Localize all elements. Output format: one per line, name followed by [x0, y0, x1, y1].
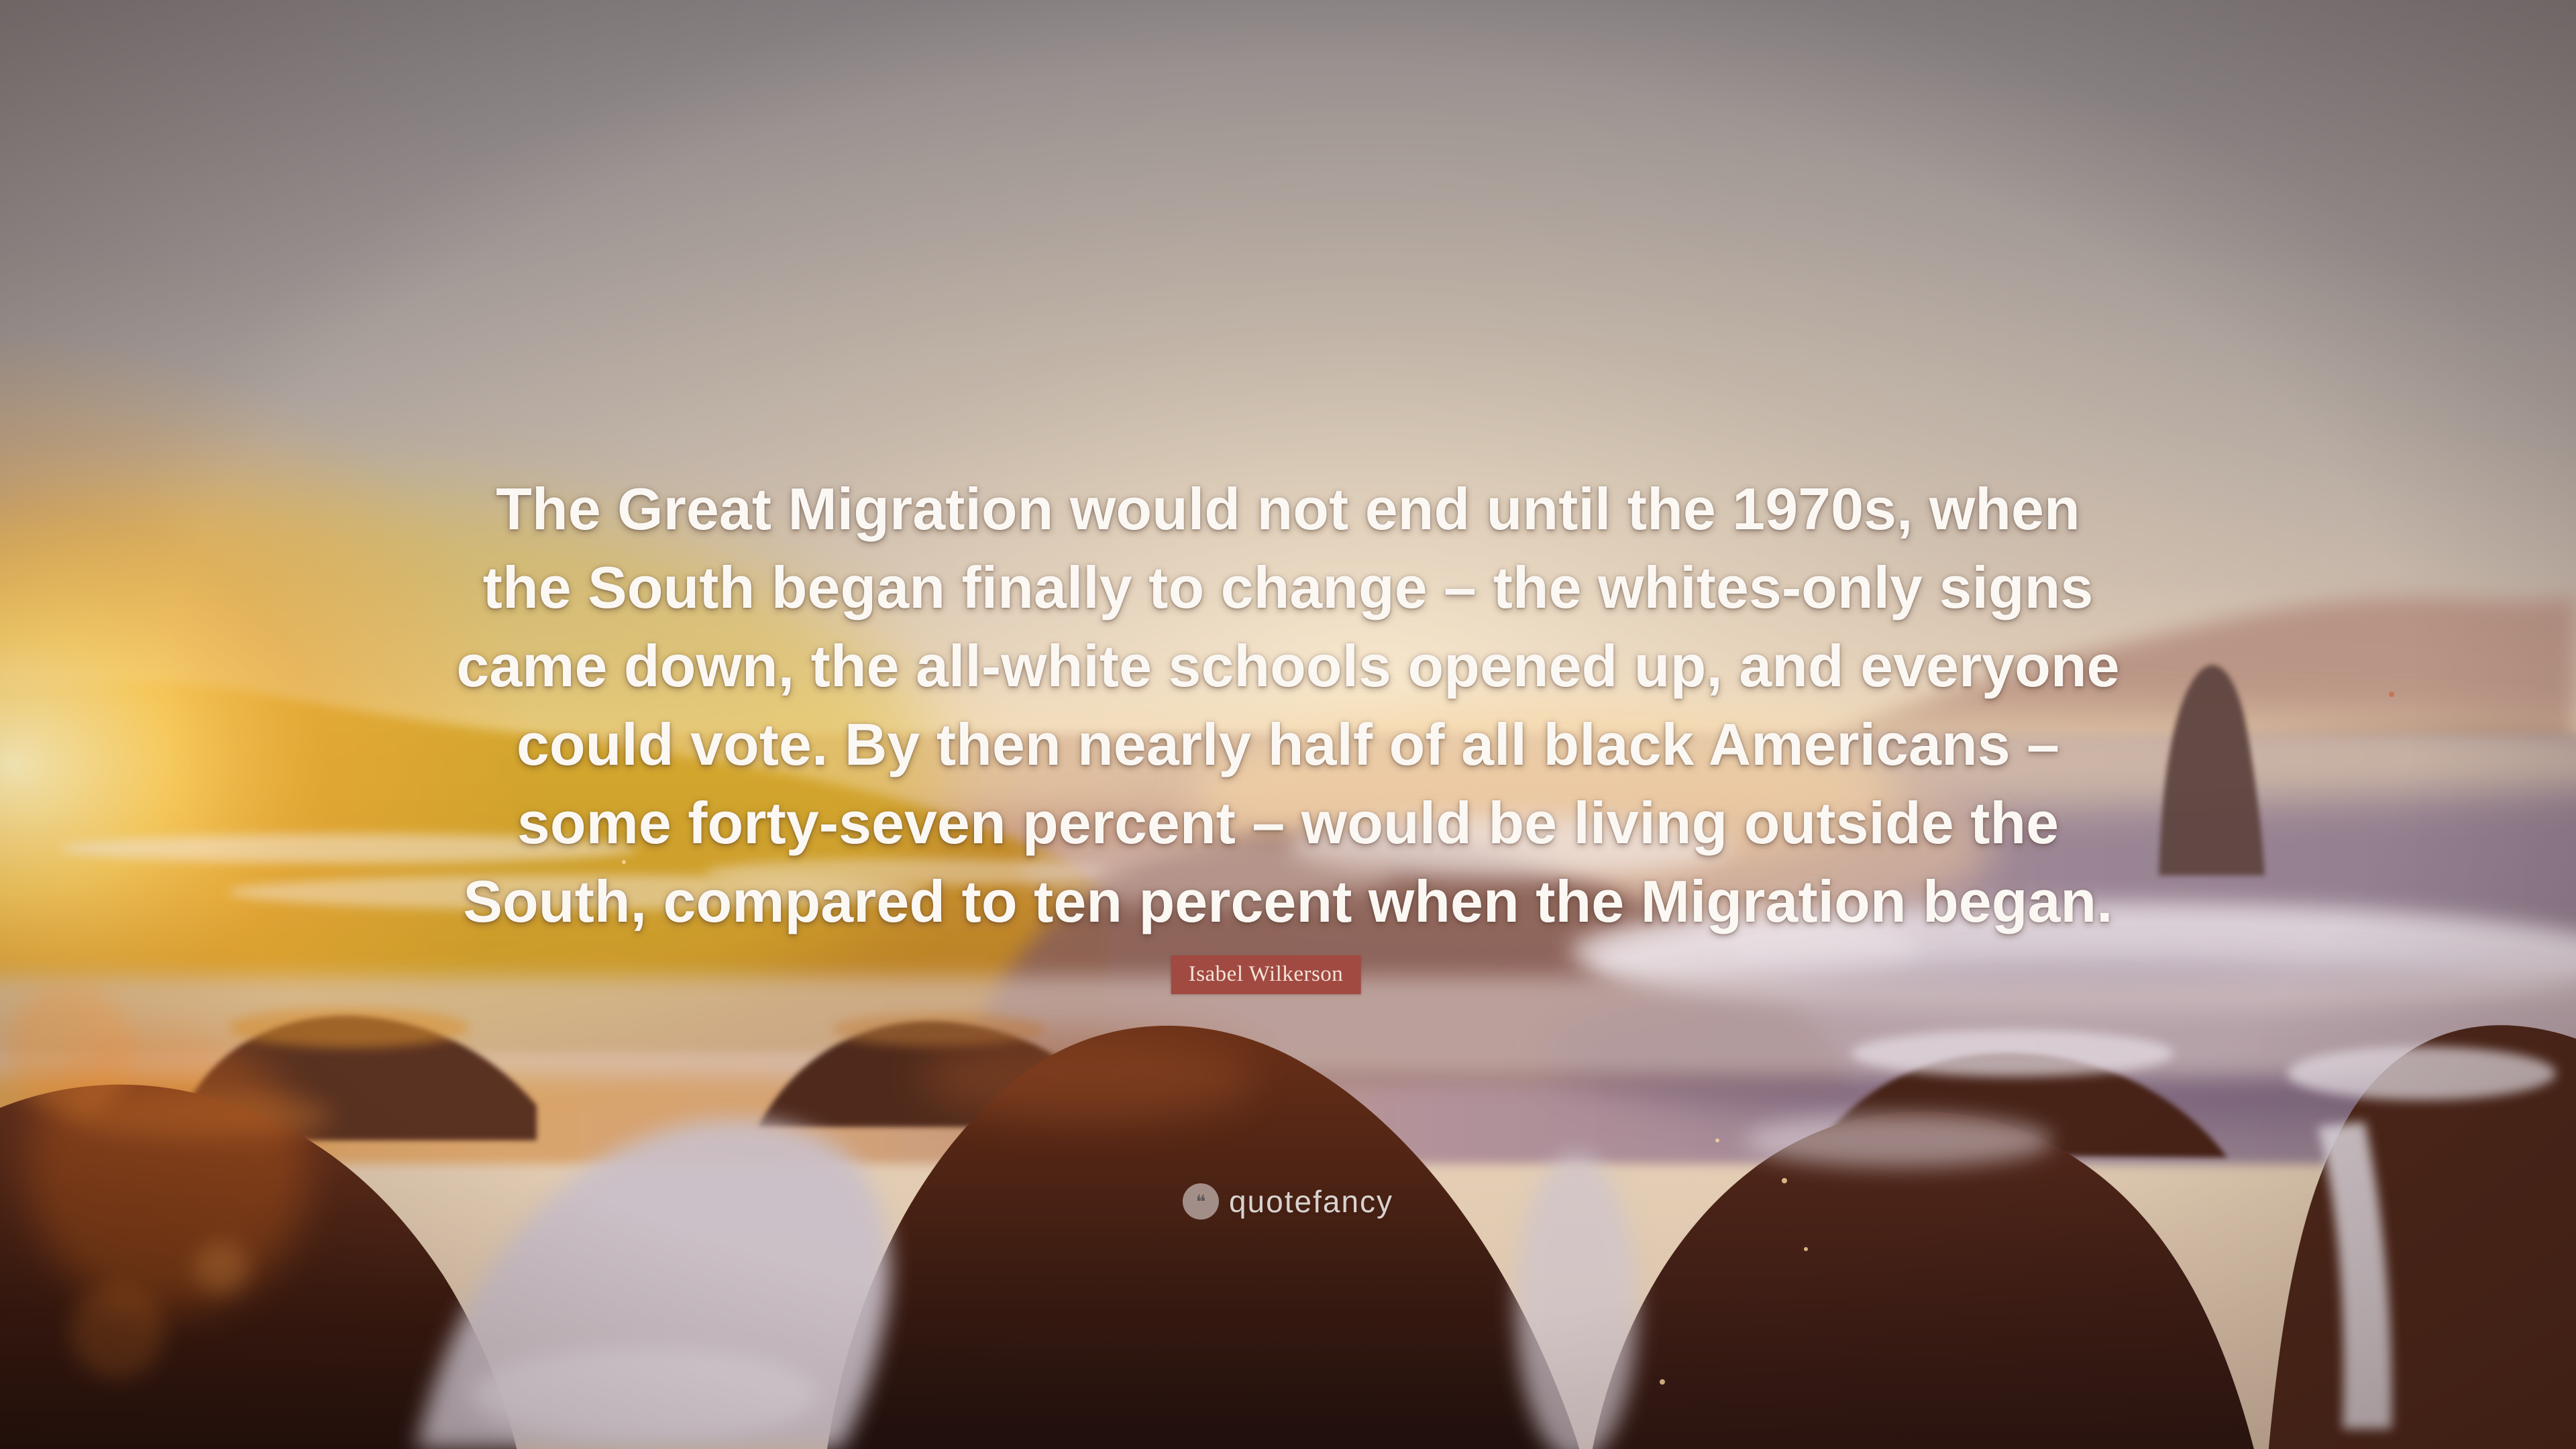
author-name: Isabel Wilkerson [1188, 962, 1344, 986]
author-badge: Isabel Wilkerson [1171, 955, 1361, 994]
quotation-marks-icon: ❝ [1195, 1191, 1206, 1213]
quote-text: The Great Migration would not end until … [0, 470, 2576, 941]
quote-line: the South began finally to change – the … [482, 554, 2094, 621]
watermark-brand: quotefancy [1228, 1184, 1394, 1219]
quote-line: could vote. By then nearly half of all b… [516, 711, 2060, 777]
quote-line: came down, the all-white schools opened … [456, 633, 2120, 699]
quote-line: The Great Migration would not end until … [496, 476, 2080, 542]
quotefancy-logo-icon: ❝ [1182, 1183, 1219, 1220]
watermark: ❝ quotefancy [1182, 1183, 1394, 1220]
quote-line: South, compared to ten percent when the … [463, 868, 2113, 934]
quote-line: some forty-seven percent – would be livi… [517, 790, 2059, 856]
